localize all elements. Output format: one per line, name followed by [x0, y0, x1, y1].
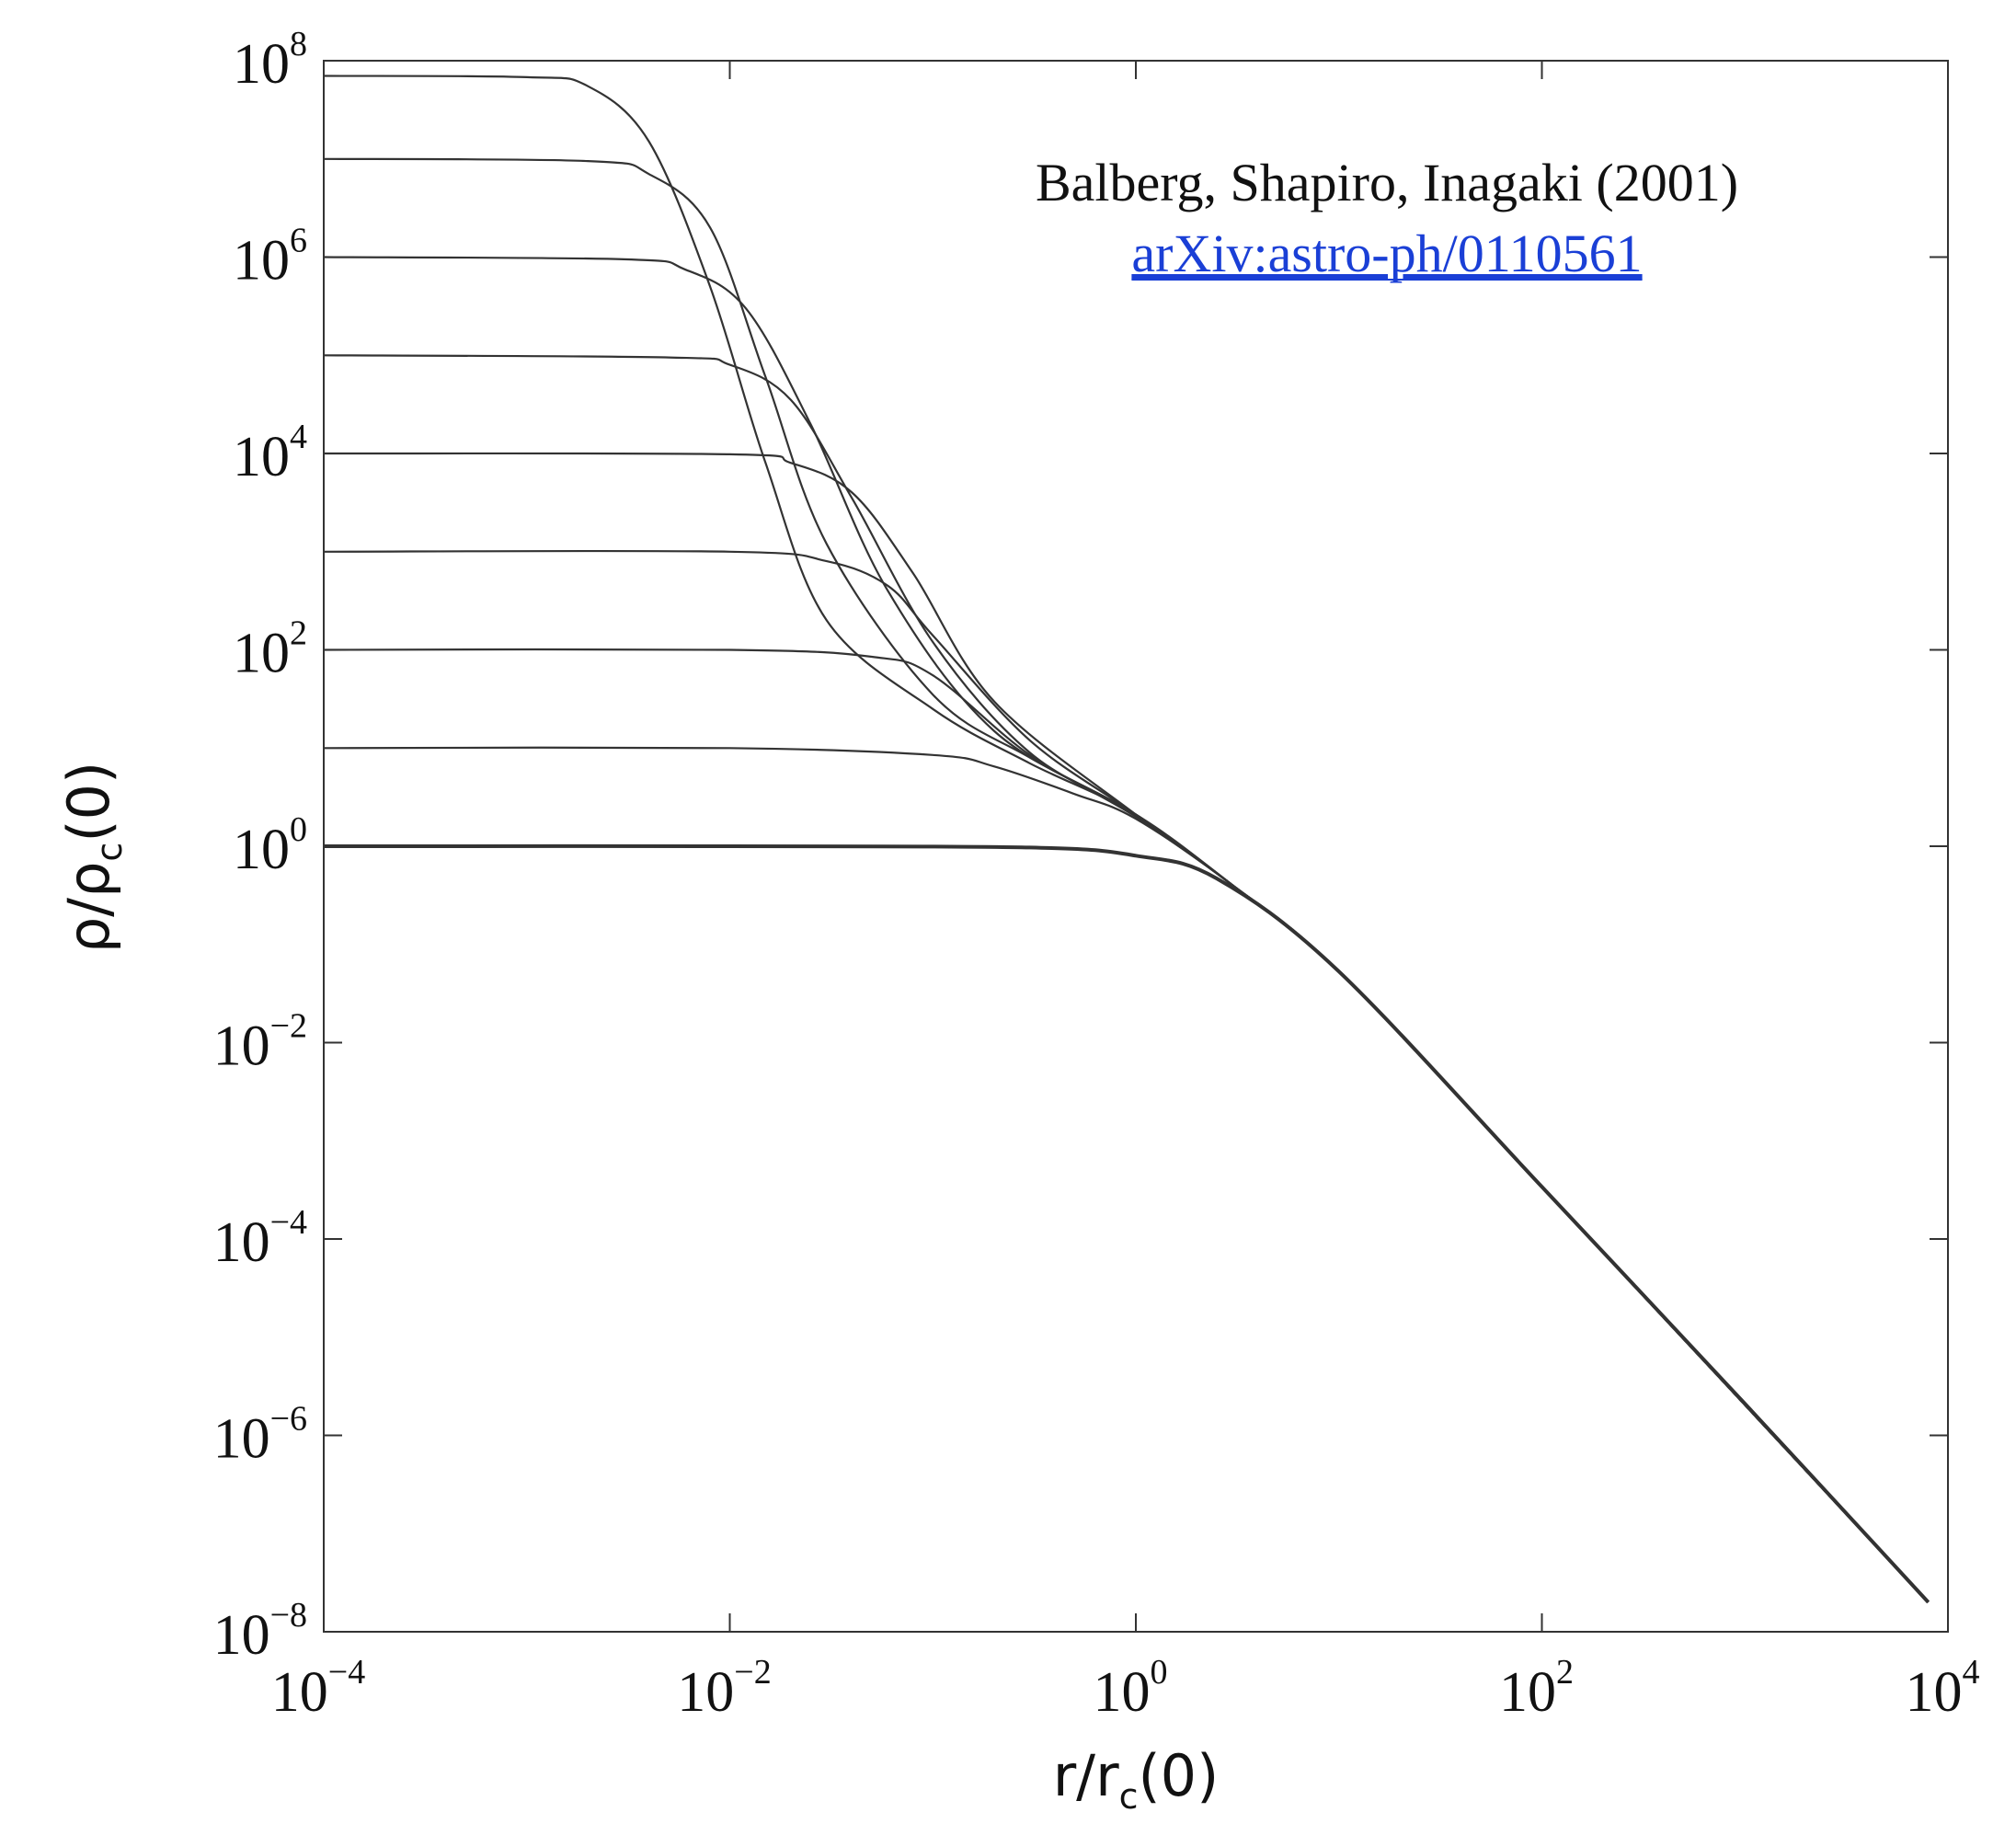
- density-curve-70000000: [323, 75, 1930, 1603]
- citation-text: Balberg, Shapiro, Inagaki (2001): [1036, 153, 1738, 212]
- y-tick-label: 10−8: [213, 1596, 307, 1667]
- x-axis-label: r/rc(0): [1053, 1742, 1220, 1817]
- y-tick-label: 10−2: [213, 1007, 307, 1078]
- x-tick-label: 10−4: [271, 1653, 365, 1724]
- y-tick-label: 10−4: [213, 1203, 307, 1274]
- y-axis-label: ρ/ρc(0): [55, 762, 130, 953]
- y-tick-label: 106: [233, 222, 307, 293]
- x-tick-label: 10−2: [677, 1653, 771, 1724]
- y-tick-label: 104: [233, 418, 307, 488]
- y-tick-label: 102: [233, 614, 307, 685]
- arxiv-link[interactable]: arXiv:astro-ph/0110561: [1131, 224, 1642, 283]
- y-tick-label: 100: [233, 810, 307, 881]
- x-tick-label: 100: [1094, 1653, 1168, 1724]
- density-curves: [323, 75, 1930, 1604]
- x-tick-label: 104: [1906, 1653, 1980, 1724]
- x-tick-label: 102: [1499, 1653, 1574, 1724]
- y-tick-label: 10−6: [213, 1400, 307, 1471]
- axis-ticks: [323, 60, 1949, 1633]
- tick-labels: 10−4 10−2 100 102 104 108 106 104 102 100 10−2 10−4…: [213, 25, 1980, 1724]
- y-tick-label: 108: [233, 25, 307, 96]
